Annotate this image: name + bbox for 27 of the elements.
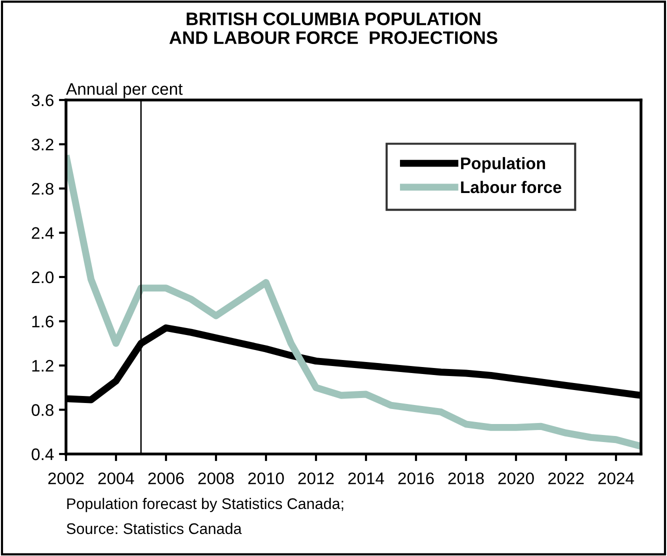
y-tick-label: 1.6 — [32, 316, 54, 328]
legend-label: Population — [461, 157, 546, 173]
y-tick-label: 1.2 — [32, 360, 54, 372]
y-tick-label: 2.0 — [32, 271, 54, 284]
x-tick-label: 2010 — [248, 472, 284, 484]
y-tick-label: 3.2 — [32, 138, 54, 150]
y-tick-label: 3.6 — [32, 94, 54, 106]
x-tick-label: 2006 — [148, 472, 184, 484]
y-tick-label: 2.8 — [32, 182, 54, 195]
source-note: Source: Statistics Canada — [66, 522, 242, 534]
text: Population forecast by Statistics Canada; — [67, 498, 344, 512]
x-tick-label: 2012 — [298, 472, 334, 484]
chart-title: BRITISH COLUMBIA POPULATION AND LABOUR FORCE PROJECTIONS — [169, 12, 498, 44]
y-tick-label: 2.4 — [32, 227, 54, 239]
x-tick-label: 2020 — [498, 472, 534, 484]
x-tick-label: 2008 — [198, 472, 234, 484]
x-tick-label: 2002 — [48, 472, 84, 484]
x-tick-label: 2014 — [348, 472, 384, 484]
y-tick-label: 0.4 — [32, 448, 54, 460]
x-tick-label: 2018 — [448, 472, 484, 484]
y-axis-title: Annual per cent — [66, 82, 183, 98]
x-tick-label: 2024 — [598, 472, 634, 484]
x-tick-label: 2016 — [398, 472, 434, 484]
legend-label: Labour force — [461, 180, 562, 194]
y-tick-label: 0.8 — [32, 404, 54, 416]
x-tick-label: 2004 — [98, 472, 134, 484]
x-tick-label: 2022 — [548, 472, 584, 484]
